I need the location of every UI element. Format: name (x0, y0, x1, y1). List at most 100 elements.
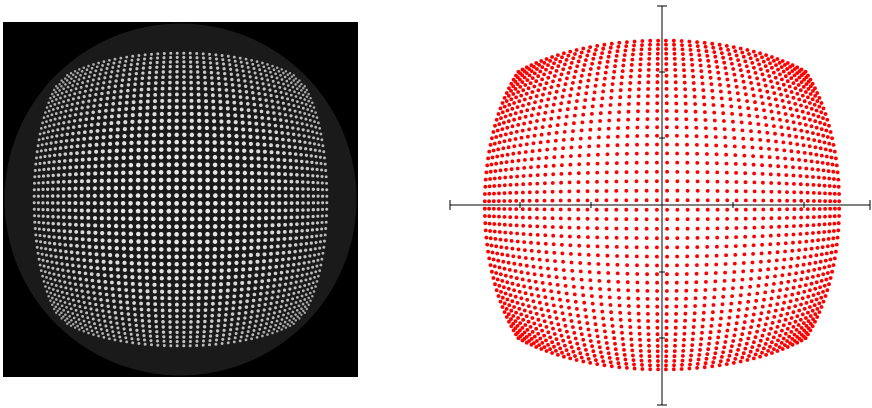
photo-dot (141, 66, 146, 70)
photo-dot (235, 185, 241, 191)
plot-point (716, 335, 721, 340)
photo-dot (269, 70, 272, 74)
plot-point (553, 138, 558, 143)
plot-point (715, 235, 720, 240)
photo-dot (266, 333, 269, 336)
plot-point (637, 325, 642, 330)
photo-dot (215, 66, 220, 70)
photo-dot (143, 193, 148, 198)
plot-point (505, 152, 510, 157)
photo-dot (90, 66, 94, 70)
plot-point (625, 271, 630, 276)
photo-dot (227, 253, 232, 259)
plot-point (515, 82, 520, 86)
photo-dot (121, 239, 126, 244)
photo-dot (169, 55, 173, 60)
photo-dot (261, 82, 265, 86)
photo-dot (166, 177, 172, 183)
photo-dot (146, 93, 150, 98)
photo-dot (111, 65, 115, 69)
photo-dot (94, 326, 98, 330)
plot-point (535, 198, 539, 203)
photo-dot (159, 139, 164, 145)
photo-dot (196, 98, 201, 103)
plot-point (487, 199, 491, 204)
plot-point (766, 267, 771, 272)
photo-dot (283, 193, 288, 198)
plot-point (538, 265, 543, 270)
photo-dot (275, 244, 280, 249)
plot-point (775, 104, 780, 108)
photo-dot (182, 139, 187, 145)
photo-dot (266, 116, 271, 121)
photo-dot (263, 156, 268, 162)
photo-dot (300, 307, 303, 310)
plot-point (568, 356, 573, 361)
plot-point (515, 231, 519, 236)
photo-dot (218, 106, 223, 111)
plot-point (560, 251, 565, 256)
plot-point (562, 51, 566, 56)
plot-point (783, 249, 787, 254)
plot-point (790, 69, 795, 73)
photo-dot (292, 104, 296, 108)
photo-dot (271, 290, 275, 294)
photo-dot (43, 154, 47, 159)
photo-dot (212, 140, 217, 145)
photo-dot (205, 239, 210, 245)
plot-point (546, 75, 551, 80)
photo-dot (79, 179, 84, 184)
plot-point (635, 280, 640, 285)
photo-dot (315, 221, 320, 225)
photo-dot (41, 258, 45, 262)
photo-dot (129, 133, 134, 138)
plot-point (672, 51, 677, 56)
photo-dot (50, 135, 54, 139)
plot-point (808, 84, 813, 89)
photo-dot (286, 131, 290, 136)
plot-point (837, 199, 842, 204)
photo-dot (312, 259, 316, 263)
plot-point (807, 261, 812, 266)
photo-dot (63, 301, 67, 304)
photo-dot (249, 231, 254, 236)
plot-point (489, 243, 494, 248)
photo-dot (250, 310, 254, 314)
plot-point (549, 289, 554, 294)
photo-dot (313, 276, 316, 279)
photo-dot (315, 131, 319, 135)
plot-point (487, 149, 492, 154)
photo-dot (107, 149, 112, 154)
photo-dot (245, 299, 249, 303)
photo-dot (201, 56, 206, 60)
plot-point (703, 118, 708, 122)
photo-dot (66, 98, 70, 102)
photo-dot (272, 68, 276, 72)
plot-point (556, 353, 560, 357)
plot-point (770, 55, 774, 59)
plot-point (532, 321, 537, 326)
photo-dot (182, 330, 186, 335)
plot-point (798, 182, 803, 187)
photo-dot (260, 279, 265, 284)
plot-point (620, 75, 624, 80)
photo-dot (227, 231, 233, 237)
photo-dot (211, 295, 216, 300)
plot-point (576, 234, 581, 239)
plot-point (733, 327, 738, 332)
photo-dot (167, 92, 172, 97)
plot-point (776, 172, 781, 177)
plot-point (751, 252, 755, 256)
plot-point (722, 287, 726, 291)
photo-dot (156, 343, 160, 347)
plot-point (560, 154, 565, 159)
plot-point (674, 125, 679, 130)
plot-point (520, 277, 525, 282)
plot-point (673, 332, 678, 336)
photo-dot (261, 61, 264, 65)
plot-point (833, 206, 837, 211)
plot-point (664, 319, 669, 323)
plot-point (606, 54, 611, 59)
plot-point (566, 352, 571, 357)
photo-dot (291, 269, 295, 273)
